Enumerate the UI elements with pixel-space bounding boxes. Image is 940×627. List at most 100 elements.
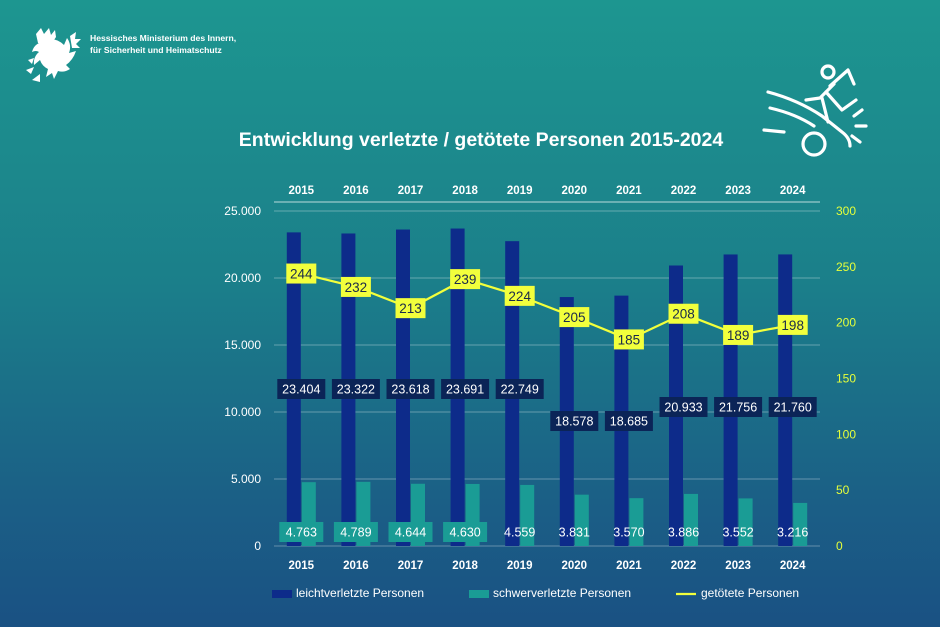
data-label-leichtverletzte: 22.749 — [501, 383, 539, 397]
data-label-leichtverletzte: 21.756 — [719, 401, 757, 415]
legend-label-getoetete: getötete Personen — [701, 586, 799, 600]
data-label-leichtverletzte: 18.685 — [610, 415, 648, 429]
category-label-top: 2019 — [507, 185, 533, 197]
label-box-leichtverletzte — [441, 379, 490, 399]
label-box-getoetete — [395, 298, 426, 319]
label-box-leichtverletzte — [550, 411, 599, 431]
label-box-schwerverletzte — [333, 522, 378, 542]
y-left-tick-label: 15.000 — [224, 338, 261, 352]
label-box-getoetete — [559, 307, 590, 328]
category-label-bottom: 2018 — [452, 560, 478, 572]
category-label-bottom: 2022 — [671, 560, 697, 572]
label-box-getoetete — [723, 324, 754, 345]
y-left-tick-label: 25.000 — [224, 204, 261, 218]
y-right-tick-label: 0 — [836, 539, 843, 553]
category-label-top: 2017 — [398, 185, 424, 197]
hessen-lion-icon — [26, 28, 81, 82]
category-label-top: 2020 — [562, 185, 588, 197]
data-label-leichtverletzte: 18.578 — [555, 415, 593, 429]
category-label-bottom: 2019 — [507, 560, 533, 572]
data-label-schwerverletzte: 3.570 — [613, 526, 644, 540]
category-label-top: 2016 — [343, 185, 369, 197]
category-label-bottom: 2015 — [289, 560, 315, 572]
data-label-schwerverletzte: 4.763 — [286, 526, 317, 540]
category-label-top: 2023 — [725, 185, 751, 197]
data-label-getoetete: 232 — [345, 280, 368, 295]
data-label-leichtverletzte: 23.404 — [282, 383, 320, 397]
y-left-tick-label: 5.000 — [231, 472, 261, 486]
data-label-getoetete: 239 — [454, 272, 477, 287]
bar-schwerverletzte — [793, 502, 808, 546]
category-label-bottom: 2023 — [725, 560, 751, 572]
data-label-getoetete: 185 — [618, 332, 641, 347]
category-label-bottom: 2021 — [616, 560, 642, 572]
legend-label-leichtverletzte: leichtverletzte Personen — [296, 586, 424, 600]
category-label-bottom: 2016 — [343, 560, 369, 572]
data-label-getoetete: 205 — [563, 310, 586, 325]
label-box-getoetete — [613, 329, 644, 350]
y-left-tick-label: 20.000 — [224, 271, 261, 285]
legend-swatch-leichtverletzte — [272, 590, 292, 598]
y-right-tick-label: 50 — [836, 483, 850, 497]
label-box-leichtverletzte — [604, 411, 653, 431]
category-label-bottom: 2017 — [398, 560, 424, 572]
data-label-schwerverletzte: 3.216 — [777, 526, 808, 540]
data-label-leichtverletzte: 20.933 — [664, 401, 702, 415]
category-label-bottom: 2024 — [780, 560, 806, 572]
label-box-leichtverletzte — [659, 397, 708, 417]
category-label-top: 2022 — [671, 185, 697, 197]
ministry-name: Hessisches Ministerium des Innern, für S… — [90, 33, 236, 56]
ministry-name-line1: Hessisches Ministerium des Innern, — [90, 33, 237, 43]
data-label-schwerverletzte: 3.886 — [668, 526, 699, 540]
label-box-leichtverletzte — [277, 379, 326, 399]
y-right-tick-label: 100 — [836, 427, 856, 441]
y-right-tick-label: 300 — [836, 204, 856, 218]
label-box-schwerverletzte — [279, 522, 324, 542]
bar-schwerverletzte — [629, 498, 644, 546]
label-box-getoetete — [504, 285, 535, 306]
category-label-top: 2021 — [616, 185, 642, 197]
data-label-schwerverletzte: 4.644 — [395, 526, 426, 540]
y-right-tick-label: 250 — [836, 260, 856, 274]
data-label-leichtverletzte: 23.691 — [446, 383, 484, 397]
data-label-schwerverletzte: 3.552 — [722, 526, 753, 540]
data-label-getoetete: 198 — [781, 318, 804, 333]
category-label-bottom: 2020 — [562, 560, 588, 572]
label-box-getoetete — [286, 263, 317, 284]
data-label-leichtverletzte: 23.618 — [391, 383, 429, 397]
label-box-leichtverletzte — [714, 397, 763, 417]
data-label-schwerverletzte: 4.789 — [340, 526, 371, 540]
category-label-top: 2024 — [780, 185, 806, 197]
label-box-leichtverletzte — [495, 379, 544, 399]
label-box-leichtverletzte — [331, 379, 380, 399]
data-label-getoetete: 213 — [399, 301, 422, 316]
y-left-tick-label: 0 — [254, 539, 261, 553]
label-box-schwerverletzte — [388, 522, 433, 542]
label-box-leichtverletzte — [386, 379, 435, 399]
category-label-top: 2015 — [289, 185, 315, 197]
label-box-leichtverletzte — [768, 397, 817, 417]
data-label-getoetete: 224 — [508, 289, 531, 304]
bar-schwerverletzte — [574, 494, 589, 546]
data-label-leichtverletzte: 21.760 — [774, 401, 812, 415]
label-box-getoetete — [340, 276, 371, 297]
bar-schwerverletzte — [520, 484, 535, 546]
legend-swatch-schwerverletzte — [469, 590, 489, 598]
label-box-getoetete — [450, 269, 481, 290]
data-label-leichtverletzte: 23.322 — [337, 383, 375, 397]
y-right-tick-label: 150 — [836, 372, 856, 386]
data-label-schwerverletzte: 4.559 — [504, 526, 535, 540]
car-accident-person-icon — [762, 64, 868, 157]
chart-title: Entwicklung verletzte / getötete Persone… — [239, 129, 724, 151]
data-label-schwerverletzte: 3.831 — [559, 526, 590, 540]
legend-label-schwerverletzte: schwerverletzte Personen — [493, 586, 631, 600]
bar-schwerverletzte — [738, 498, 753, 546]
bar-schwerverletzte — [684, 493, 698, 546]
category-label-top: 2018 — [452, 185, 478, 197]
line-getoetete — [301, 272, 793, 341]
data-label-getoetete: 208 — [672, 307, 695, 322]
label-box-getoetete — [777, 314, 808, 335]
y-left-tick-label: 10.000 — [224, 405, 261, 419]
